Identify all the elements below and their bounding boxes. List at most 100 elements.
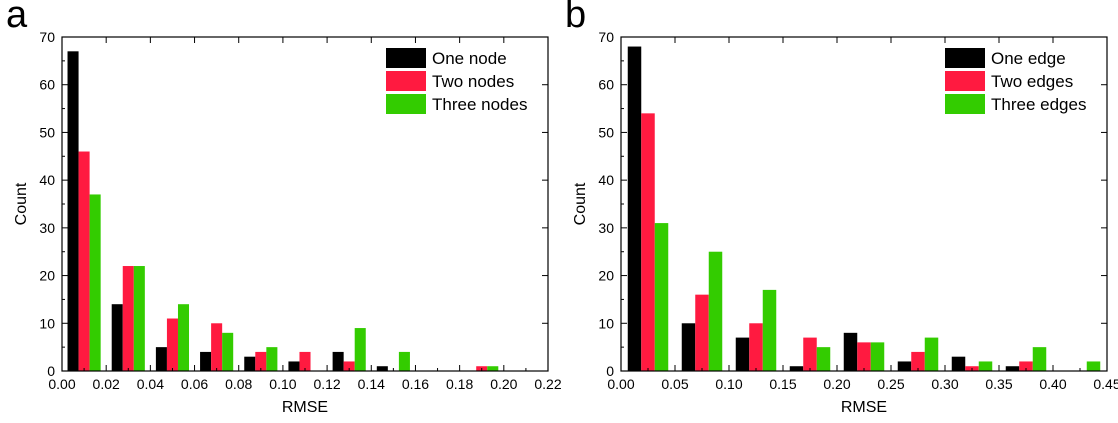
bar xyxy=(354,328,366,371)
bar xyxy=(332,351,344,371)
bar xyxy=(789,366,804,371)
chart1-series-3 xyxy=(654,223,1101,371)
bar xyxy=(843,332,858,371)
legend-label: Three nodes xyxy=(432,95,527,114)
x-tick-label: 0.04 xyxy=(137,376,164,392)
chart1-x-ticks: 0.00 0.05 0.10 0.15 0.20 0.25 0.30 0.35 0.40 0.45 xyxy=(607,37,1118,392)
legend-label: Two nodes xyxy=(432,72,514,91)
x-tick-label: 0.00 xyxy=(607,376,634,392)
y-tick-label: 30 xyxy=(598,220,614,236)
chart0-series-3 xyxy=(89,194,499,371)
x-tick-label: 0.06 xyxy=(181,376,208,392)
bar xyxy=(266,347,278,371)
chart0-x-axis-label: RMSE xyxy=(282,399,328,416)
bar xyxy=(749,323,763,371)
bar xyxy=(89,194,101,371)
chart1-series-1 xyxy=(627,46,1020,372)
legend-label: Three edges xyxy=(991,95,1086,114)
y-tick-label: 40 xyxy=(39,172,55,188)
x-tick-label: 0.08 xyxy=(225,376,252,392)
bar xyxy=(762,289,777,371)
legend-label: One edge xyxy=(991,49,1066,68)
bar xyxy=(78,151,90,371)
y-tick-label: 10 xyxy=(598,315,614,331)
bar xyxy=(177,304,190,371)
panel-letter-b: b xyxy=(565,0,587,36)
chart0-x-ticks: 0.00 0.02 0.04 0.06 0.08 0.10 0.12 0.14 0.16 0.18… xyxy=(48,37,562,392)
bar xyxy=(911,351,925,371)
legend-swatch xyxy=(386,48,426,68)
chart1-series-2 xyxy=(641,113,1033,371)
bar xyxy=(695,294,709,371)
x-tick-label: 0.02 xyxy=(93,376,120,392)
x-tick-label: 0.40 xyxy=(1039,376,1066,392)
bar xyxy=(816,347,831,371)
x-tick-label: 0.45 xyxy=(1093,376,1118,392)
y-tick-label: 0 xyxy=(606,363,614,379)
bar xyxy=(111,304,123,371)
bar xyxy=(166,318,178,371)
y-tick-label: 40 xyxy=(598,172,614,188)
chart1-x-axis-label: RMSE xyxy=(841,399,887,416)
bar xyxy=(708,251,723,371)
x-tick-label: 0.10 xyxy=(715,376,742,392)
y-tick-label: 30 xyxy=(39,220,55,236)
bar-chart-b: 0.00 0.05 0.10 0.15 0.20 0.25 0.30 0.35 0.40 0.45… xyxy=(572,29,1118,416)
bar xyxy=(681,323,696,371)
bar xyxy=(398,351,410,371)
chart0-legend: One node Two nodes Three nodes xyxy=(386,48,527,114)
x-tick-label: 0.25 xyxy=(877,376,904,392)
bar xyxy=(951,356,966,371)
bar xyxy=(200,351,212,371)
chart1-y-ticks: 0 10 20 30 40 50 60 70 xyxy=(598,29,1107,379)
bar xyxy=(222,332,234,371)
chart-panel-a: a 0.00 0.02 0.04 0.06 0.08 0.10 0.12 0.14 0.16 0.… xyxy=(6,0,562,416)
legend-swatch xyxy=(386,94,426,114)
bar xyxy=(211,323,223,371)
legend-swatch xyxy=(945,94,985,114)
y-tick-label: 20 xyxy=(39,268,55,284)
bar xyxy=(487,366,499,371)
legend-label: Two edges xyxy=(991,72,1073,91)
bar xyxy=(122,266,134,371)
x-tick-label: 0.00 xyxy=(48,376,75,392)
bar xyxy=(857,342,871,371)
y-tick-label: 0 xyxy=(47,363,55,379)
bar xyxy=(641,113,655,371)
chart0-series-1 xyxy=(67,51,388,372)
y-tick-label: 20 xyxy=(598,268,614,284)
y-tick-label: 70 xyxy=(598,29,614,45)
bar xyxy=(255,351,267,371)
chart0-y-ticks: 0 10 20 30 40 50 60 70 xyxy=(39,29,548,379)
x-tick-label: 0.20 xyxy=(823,376,850,392)
bar-chart-a: 0.00 0.02 0.04 0.06 0.08 0.10 0.12 0.14 0.16 0.18… xyxy=(13,29,562,416)
legend-swatch xyxy=(945,48,985,68)
bar xyxy=(244,356,256,371)
x-tick-label: 0.18 xyxy=(446,376,473,392)
bar xyxy=(924,337,939,371)
x-tick-label: 0.30 xyxy=(931,376,958,392)
bar xyxy=(627,46,642,372)
legend-swatch xyxy=(945,71,985,91)
bar xyxy=(803,337,817,371)
bar xyxy=(1005,366,1020,371)
x-tick-label: 0.20 xyxy=(490,376,517,392)
y-tick-label: 50 xyxy=(598,124,614,140)
bar xyxy=(1019,361,1033,371)
x-tick-label: 0.10 xyxy=(269,376,296,392)
panel-letter-a: a xyxy=(6,0,28,36)
bar xyxy=(67,51,79,372)
bar xyxy=(288,361,300,371)
x-tick-label: 0.05 xyxy=(661,376,688,392)
bar xyxy=(343,361,355,371)
y-tick-label: 10 xyxy=(39,315,55,331)
bar xyxy=(1032,347,1047,371)
legend-label: One node xyxy=(432,49,507,68)
x-tick-label: 0.16 xyxy=(402,376,429,392)
x-tick-label: 0.15 xyxy=(769,376,796,392)
bar xyxy=(299,351,311,371)
legend-swatch xyxy=(386,71,426,91)
y-tick-label: 70 xyxy=(39,29,55,45)
x-tick-label: 0.35 xyxy=(985,376,1012,392)
bar xyxy=(978,361,993,371)
